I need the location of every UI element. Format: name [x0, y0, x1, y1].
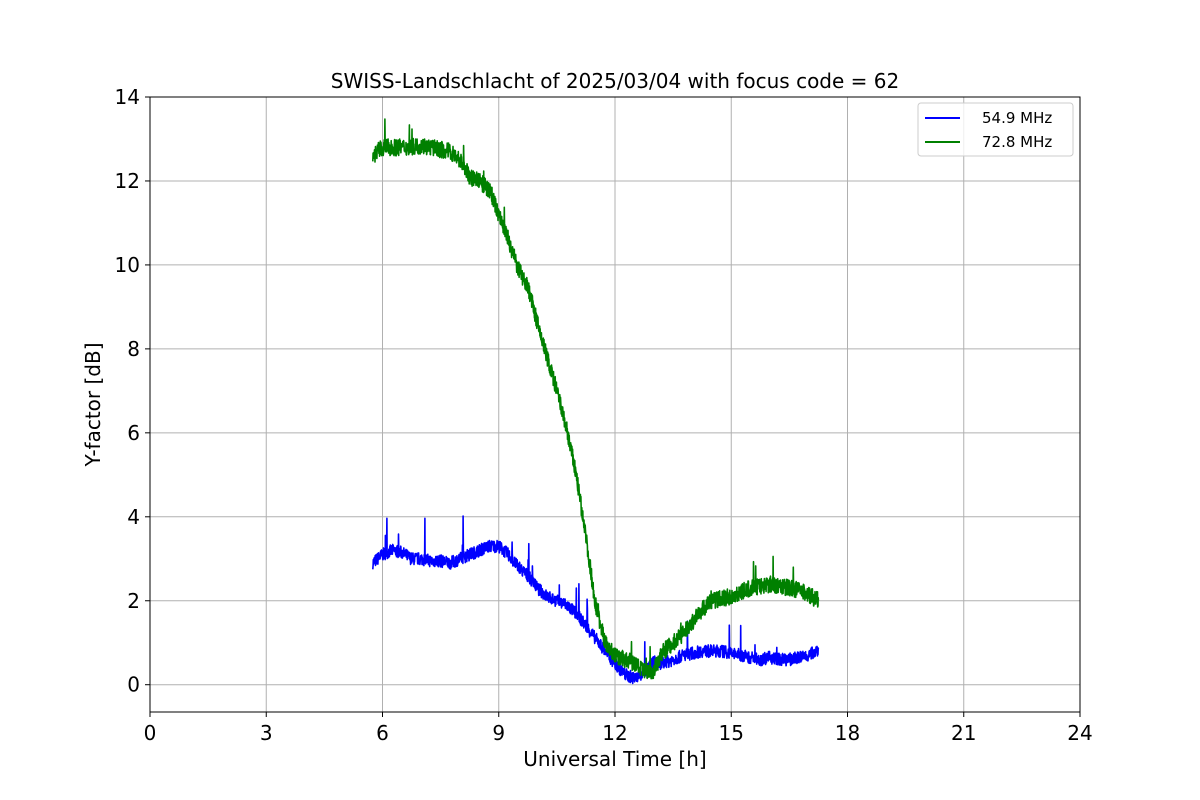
chart-title: SWISS-Landschlacht of 2025/03/04 with fo…	[331, 69, 899, 93]
y-tick-label: 4	[127, 505, 140, 529]
x-tick-label: 0	[144, 721, 157, 745]
legend-label-72-8-mhz: 72.8 MHz	[982, 133, 1052, 151]
y-tick-label: 2	[127, 589, 140, 613]
x-axis-label: Universal Time [h]	[523, 747, 706, 771]
x-tick-label: 12	[602, 721, 627, 745]
y-tick-label: 10	[115, 253, 140, 277]
x-tick-label: 24	[1067, 721, 1092, 745]
x-tick-label: 9	[492, 721, 505, 745]
series-layer	[372, 118, 820, 685]
y-tick-label: 6	[127, 421, 140, 445]
y-axis-ticks: 0 2 4 6 8 10 12 14	[115, 85, 150, 697]
x-tick-label: 3	[260, 721, 273, 745]
y-tick-label: 8	[127, 337, 140, 361]
x-tick-label: 6	[376, 721, 389, 745]
y-tick-label: 0	[127, 673, 140, 697]
y-tick-label: 12	[115, 169, 140, 193]
legend: 54.9 MHz 72.8 MHz	[917, 102, 1074, 157]
y-axis-label: Y-factor [dB]	[81, 342, 105, 467]
x-tick-label: 18	[835, 721, 860, 745]
y-tick-label: 14	[115, 85, 140, 109]
x-tick-label: 21	[951, 721, 976, 745]
series-line-54-9-mhz	[372, 515, 820, 685]
grid-lines	[149, 96, 1081, 712]
series-line-72-8-mhz	[372, 118, 820, 680]
x-tick-label: 15	[719, 721, 744, 745]
legend-label-54-9-mhz: 54.9 MHz	[982, 109, 1052, 127]
x-axis-ticks: 0 3 6 9 12 15 18 21 24	[144, 712, 1093, 745]
